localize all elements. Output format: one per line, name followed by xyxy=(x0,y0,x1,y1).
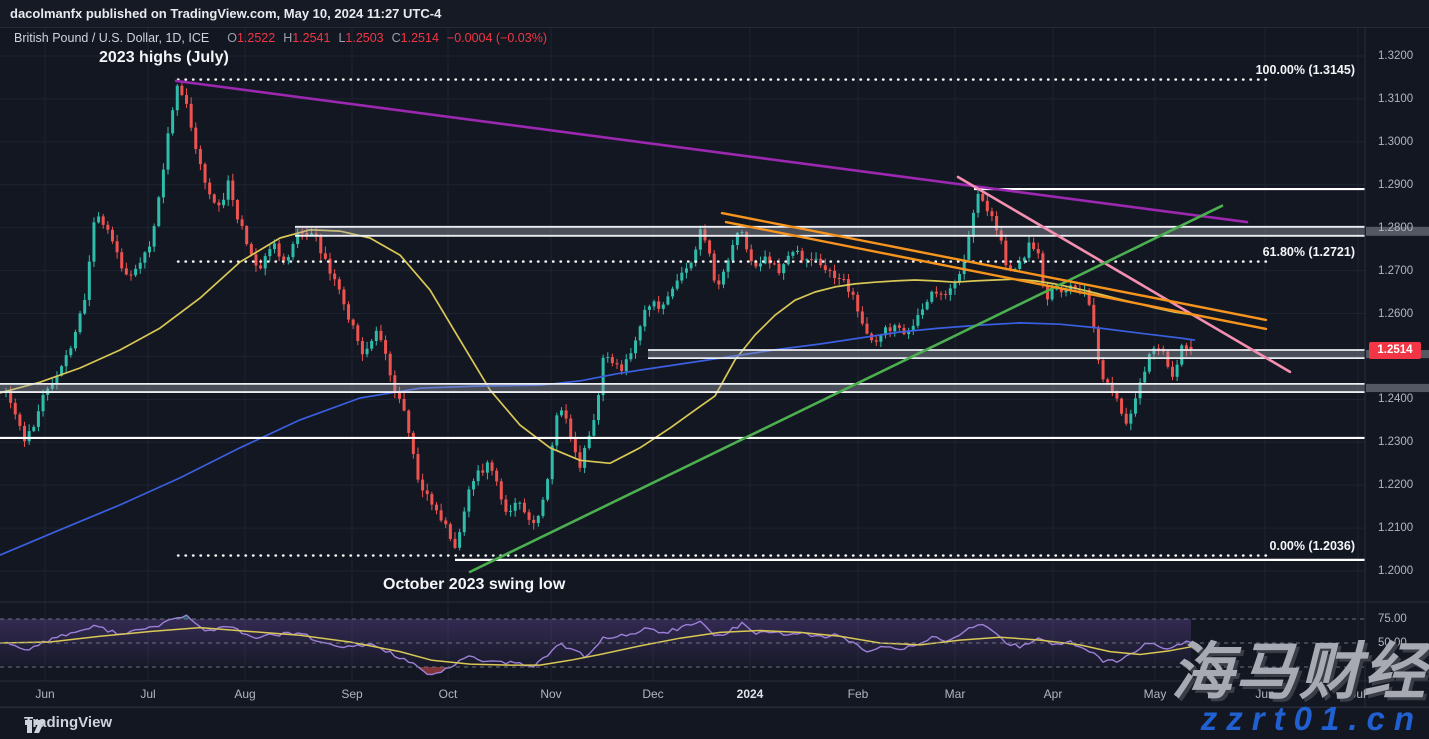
price-tick-1.2900: 1.2900 xyxy=(1378,178,1414,191)
time-tick-Sep: Sep xyxy=(341,687,363,701)
fast-ma-yellow xyxy=(0,228,1196,465)
attribution-bar: dacolmanfx published on TradingView.com,… xyxy=(0,0,1429,28)
price-tick-1.2100: 1.2100 xyxy=(1378,522,1414,535)
price-tick-1.2300: 1.2300 xyxy=(1378,436,1414,449)
rsi-tick-25: 25.00 xyxy=(1378,661,1407,673)
price-tick-1.2400: 1.2400 xyxy=(1378,393,1414,406)
price-tick-1.2800: 1.2800 xyxy=(1378,221,1414,234)
price-tick-1.3000: 1.3000 xyxy=(1378,135,1414,148)
tradingview-logo-icon xyxy=(25,720,45,733)
zone-pivot-1.25[interactable] xyxy=(648,349,1365,360)
trendline-ascending-from-october-low[interactable] xyxy=(468,204,1224,574)
attribution-text: dacolmanfx published on TradingView.com,… xyxy=(10,6,442,21)
fib-label-100[interactable]: 100.00% (1.3145) xyxy=(1255,62,1355,77)
low-value: 1.2503 xyxy=(345,31,384,45)
time-tick-Mar: Mar xyxy=(944,687,966,701)
time-tick-Aug: Aug xyxy=(234,687,256,701)
price-tick-1.3200: 1.3200 xyxy=(1378,50,1414,62)
tradingview-logo[interactable]: TradingView xyxy=(24,714,113,733)
watermark-url: zzrt01.cn xyxy=(1200,700,1423,737)
footer-bar: TradingView xyxy=(0,707,1429,739)
low-label: L xyxy=(338,31,346,45)
time-tick-Dec: Dec xyxy=(642,687,664,701)
zone-support-1.242[interactable] xyxy=(0,382,1365,393)
high-value: 1.2541 xyxy=(292,31,331,45)
symbol-title[interactable]: British Pound / U.S. Dollar, 1D, ICE xyxy=(14,31,210,45)
time-tick-May: May xyxy=(1143,687,1167,701)
trendline-orange-channel-lower[interactable] xyxy=(724,220,1268,331)
fib-label-61-8[interactable]: 61.80% (1.2721) xyxy=(1262,244,1355,259)
trendline-descending-from-march-high[interactable] xyxy=(956,175,1292,374)
rsi-pane xyxy=(0,614,1365,676)
pane-separators xyxy=(0,27,1429,708)
trendline-descending-from-2023-high[interactable] xyxy=(174,79,1249,224)
time-tick-Jun: Jun xyxy=(1255,687,1275,701)
tradingview-logo-text: TradingView xyxy=(24,714,113,731)
open-value: 1.2522 xyxy=(236,31,276,45)
price-tick-1.2700: 1.2700 xyxy=(1378,264,1414,277)
drawings[interactable] xyxy=(0,78,1365,574)
candlesticks[interactable] xyxy=(4,83,1193,551)
time-tick-Jul: Jul xyxy=(140,687,156,701)
annotation-2023-highs[interactable]: 2023 highs (July) xyxy=(99,49,229,66)
time-tick-Feb: Feb xyxy=(847,687,869,701)
chart-legend: British Pound / U.S. Dollar, 1D, ICE O1.2… xyxy=(14,31,547,46)
last-price-badge: 1.2514 xyxy=(1369,341,1421,359)
open-label: O xyxy=(227,31,237,45)
price-tick-1.2000: 1.2000 xyxy=(1378,565,1414,577)
grid xyxy=(0,28,1365,681)
price-tick-1.3100: 1.3100 xyxy=(1378,92,1414,105)
time-tick-Jun: Jun xyxy=(35,687,55,701)
fib-label-0[interactable]: 0.00% (1.2036) xyxy=(1269,538,1355,553)
time-tick-Jul: Jul xyxy=(1350,687,1366,701)
rsi-tick-75: 75.00 xyxy=(1378,613,1407,625)
watermark-chinese: 海马财经 xyxy=(1170,638,1427,707)
rsi-tick-50: 50.00 xyxy=(1378,637,1407,649)
time-tick-Apr: Apr xyxy=(1043,687,1063,701)
close-value: 1.2514 xyxy=(400,31,439,45)
close-label: C xyxy=(391,31,401,45)
annotation-october-low[interactable]: October 2023 swing low xyxy=(383,576,566,593)
time-tick-Nov: Nov xyxy=(540,687,562,701)
trendline-orange-channel-upper[interactable] xyxy=(720,211,1268,322)
zone-resistance-1.28[interactable] xyxy=(295,225,1365,237)
price-tick-1.2200: 1.2200 xyxy=(1378,479,1414,492)
high-label: H xyxy=(283,31,293,45)
price-tick-1.2600: 1.2600 xyxy=(1378,307,1414,320)
time-tick-2024: 2024 xyxy=(736,687,764,701)
time-tick-Oct: Oct xyxy=(438,687,458,701)
change-value: −0.0004 (−0.03%) xyxy=(446,31,547,45)
